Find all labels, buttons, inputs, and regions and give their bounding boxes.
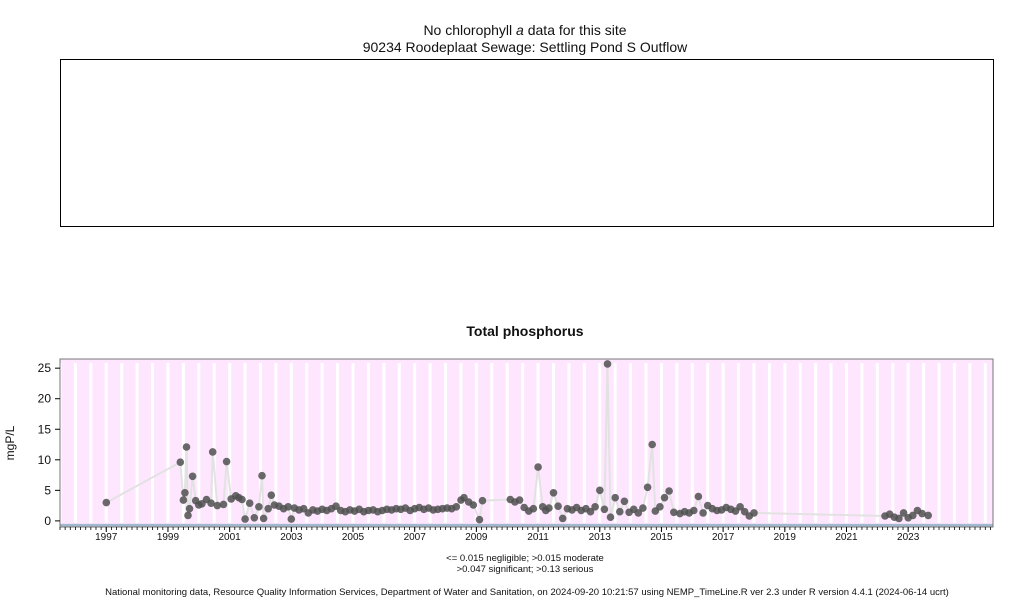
data-point: [182, 443, 191, 451]
data-point: [603, 360, 612, 368]
y-axis-title: mgP/L: [3, 425, 17, 460]
data-point: [188, 472, 197, 481]
data-point: [452, 503, 461, 511]
no-data-message: No chlorophyll a data for this site: [423, 22, 627, 38]
data-point: [185, 504, 194, 513]
data-point: [895, 514, 903, 523]
chart-title: Total phosphorus: [466, 323, 584, 339]
y-tick-label: 0: [44, 514, 51, 528]
data-point: [545, 504, 553, 512]
data-point: [181, 489, 189, 497]
plot-frame: [59, 358, 994, 528]
data-point: [184, 511, 192, 520]
data-point: [238, 495, 246, 504]
data-point: [611, 493, 619, 502]
data-point: [207, 499, 215, 508]
x-tick-label: 2021: [835, 532, 858, 543]
data-point: [475, 515, 484, 524]
x-tick-label: 1999: [157, 532, 180, 543]
data-point: [529, 504, 538, 513]
y-tick-label: 20: [38, 392, 52, 406]
data-point: [267, 491, 276, 500]
data-point: [660, 493, 669, 502]
x-tick-label: 2013: [589, 532, 612, 543]
data-point: [222, 457, 231, 466]
site-title: 90234 Roodeplaat Sewage: Settling Pond S…: [362, 39, 688, 55]
data-point: [591, 503, 599, 511]
data-point: [899, 509, 908, 517]
data-point: [176, 458, 185, 467]
data-point: [665, 487, 673, 495]
footer-credit: National monitoring data, Resource Quali…: [105, 587, 949, 598]
x-tick-label: 2003: [280, 532, 303, 543]
data-point: [558, 514, 567, 523]
legend-line-1: <= 0.015 negligible; >0.015 moderate: [446, 553, 604, 564]
y-tick-label: 5: [44, 483, 51, 497]
data-point: [213, 501, 222, 510]
data-point: [634, 509, 643, 517]
data-point: [620, 497, 629, 506]
threshold-legend: <= 0.015 negligible; >0.015 moderate >0.…: [0, 553, 1024, 575]
x-tick-label: 2005: [342, 532, 365, 543]
data-point: [241, 515, 249, 523]
data-point: [179, 496, 188, 504]
data-point: [245, 499, 254, 508]
data-point: [208, 448, 217, 456]
y-tick-label: 10: [38, 453, 52, 467]
data-point: [549, 489, 558, 497]
data-point: [255, 503, 263, 511]
y-tick-label: 15: [38, 422, 52, 436]
data-point: [287, 515, 296, 523]
data-point: [670, 508, 678, 517]
data-point: [102, 498, 111, 507]
data-point: [909, 511, 917, 520]
x-tick-label: 2017: [712, 532, 735, 543]
data-point: [534, 463, 542, 471]
data-point: [750, 509, 758, 517]
data-point: [515, 496, 524, 504]
x-tick-label: 2001: [219, 532, 242, 543]
data-point: [736, 503, 744, 511]
x-tick-label: 2023: [897, 532, 920, 543]
data-point: [478, 496, 487, 505]
data-point: [918, 509, 926, 518]
data-point: [699, 509, 707, 517]
data-point: [694, 492, 703, 501]
data-point: [284, 503, 293, 511]
data-point: [250, 514, 259, 522]
x-tick-label: 2019: [774, 532, 797, 543]
data-point: [924, 511, 932, 520]
x-tick-label: 2007: [404, 532, 427, 543]
data-point: [264, 504, 273, 513]
data-point: [258, 471, 266, 480]
data-point: [586, 507, 595, 516]
data-point: [596, 486, 604, 495]
data-point: [606, 513, 615, 521]
data-point: [690, 506, 698, 515]
data-point: [639, 504, 647, 512]
y-tick-label: 25: [38, 361, 52, 375]
x-tick-label: 2011: [527, 532, 549, 543]
threshold-band: [60, 523, 993, 527]
data-point: [259, 514, 268, 523]
data-point: [469, 501, 478, 509]
data-point: [643, 483, 652, 492]
x-tick-label: 2009: [465, 532, 488, 543]
chlorophyll-empty-panel: [60, 59, 994, 227]
data-point: [656, 503, 664, 511]
x-tick-label: 1997: [95, 532, 118, 543]
legend-line-2: >0.047 significant; >0.13 serious: [456, 564, 594, 575]
data-point: [600, 505, 609, 514]
x-tick-label: 2015: [650, 532, 673, 543]
data-point: [219, 500, 228, 509]
data-point: [554, 502, 562, 511]
data-point: [616, 507, 624, 516]
data-point: [648, 440, 656, 449]
